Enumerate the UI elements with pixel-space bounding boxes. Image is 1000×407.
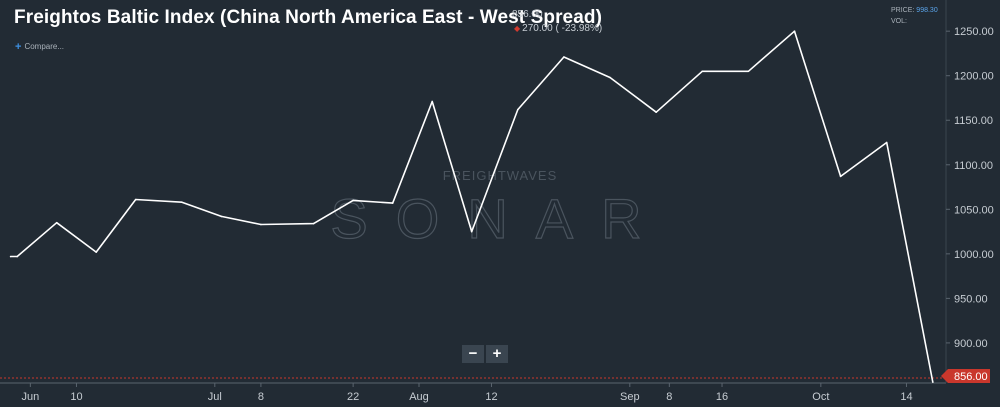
x-tick-label: Oct	[812, 391, 829, 403]
series-layer	[9, 30, 934, 383]
price-readout: PRICE: 998.30 VOL:	[891, 5, 938, 27]
x-tick-label: 12	[485, 391, 497, 403]
x-tick-label: Jul	[208, 391, 222, 403]
data-point	[260, 223, 262, 226]
data-point	[747, 70, 750, 73]
y-tick-label: 1100.00	[954, 160, 993, 172]
last-value-tag: 856.00	[941, 369, 990, 383]
x-tick-label: 22	[347, 391, 359, 403]
x-tick-label: Jun	[21, 391, 39, 403]
watermark-product: SONAR	[330, 187, 669, 250]
data-point	[95, 251, 98, 253]
data-point	[793, 30, 796, 32]
watermark-brand: FREIGHTWAVES	[443, 168, 558, 183]
data-point	[932, 381, 934, 383]
change-text: 270.00 ( -23.98%)	[522, 23, 603, 34]
data-point	[563, 56, 565, 58]
zoom-in-button[interactable]: +	[486, 345, 508, 363]
data-point	[701, 70, 704, 73]
down-arrow-icon: ◆	[514, 24, 521, 33]
data-point	[391, 202, 394, 204]
data-point	[134, 198, 137, 201]
y-tick-label: 1150.00	[954, 115, 993, 127]
compare-label: Compare...	[24, 42, 65, 51]
compare-button[interactable]: + Compare...	[15, 41, 64, 53]
last-value-tag-shape	[941, 369, 990, 383]
last-value-tag-label: 856.00	[954, 371, 988, 383]
vol-label: VOL:	[891, 18, 907, 25]
x-tick-label: Aug	[409, 391, 429, 403]
data-point	[220, 215, 223, 218]
data-point	[181, 201, 183, 203]
x-tick-label: 8	[666, 391, 672, 403]
y-tick-label: 1050.00	[954, 204, 994, 216]
zoom-controls: − +	[462, 345, 508, 363]
x-ticks: Jun 10 Jul 8 22 Aug 12 Sep 8 16 Oct 14	[21, 383, 913, 403]
x-tick-label: 14	[900, 391, 912, 403]
plus-icon: +	[15, 41, 22, 53]
y-tick-label: 1200.00	[954, 71, 994, 83]
y-tick-label: 1250.00	[954, 26, 994, 38]
zoom-out-button[interactable]: −	[462, 345, 484, 363]
data-point	[655, 111, 657, 114]
x-tick-label: 16	[716, 391, 728, 403]
y-tick-label: 950.00	[954, 293, 988, 305]
price-value: 998.30	[916, 7, 938, 14]
data-point	[352, 199, 354, 202]
y-tick-label: 900.00	[954, 338, 988, 350]
data-point	[9, 255, 12, 258]
x-tick-label: Sep	[620, 391, 640, 403]
x-tick-label: 10	[70, 391, 82, 403]
data-point	[609, 76, 611, 79]
price-label: PRICE:	[891, 7, 915, 14]
data-point	[839, 175, 842, 178]
data-point	[431, 100, 433, 103]
last-value: 856.00	[512, 9, 543, 20]
data-point	[312, 222, 315, 225]
data-point	[470, 230, 473, 233]
y-tick-label: 1000.00	[954, 249, 994, 261]
data-point	[55, 221, 58, 224]
watermark: FREIGHTWAVES SONAR	[330, 168, 669, 251]
change-readout: ◆ 270.00 ( -23.98%)	[514, 23, 602, 34]
data-point	[16, 255, 18, 258]
x-tick-label: 8	[258, 391, 264, 403]
chart-title: Freightos Baltic Index (China North Amer…	[14, 7, 603, 28]
data-point	[517, 108, 519, 111]
y-ticks: 900.00 950.00 1000.00 1050.00 1100.00 1150.00…	[946, 26, 994, 350]
data-point	[885, 141, 888, 144]
